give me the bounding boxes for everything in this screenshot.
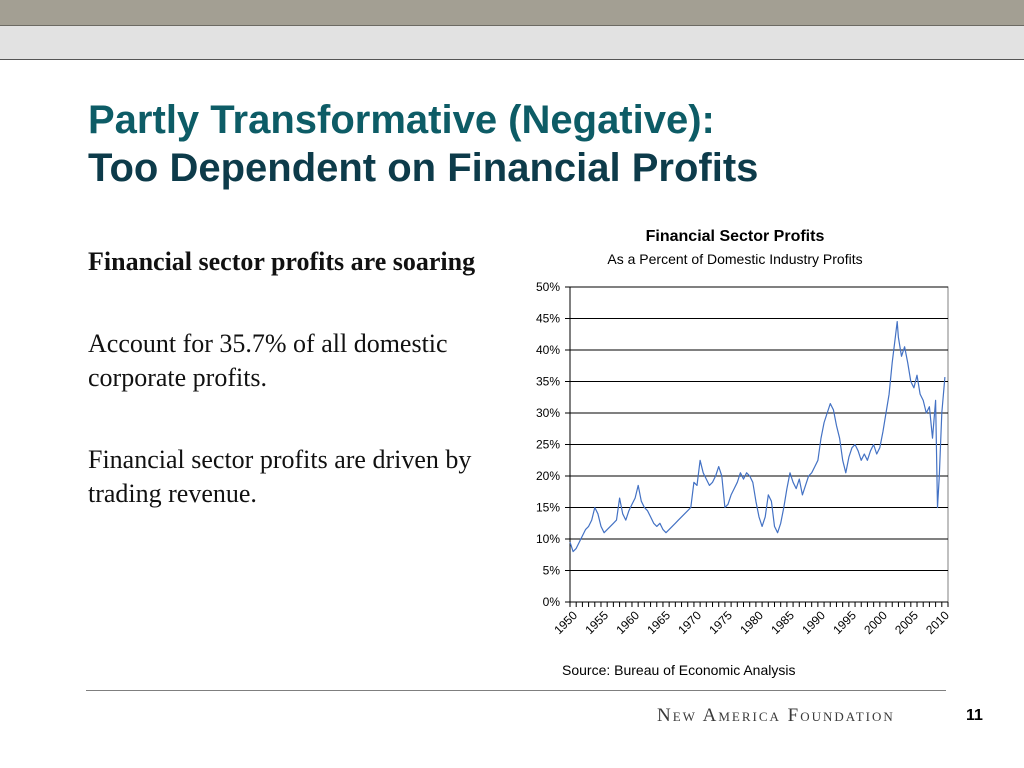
series-line xyxy=(569,320,946,553)
x-tick-label: 1955 xyxy=(582,608,611,637)
y-tick-label: 5% xyxy=(543,564,561,578)
top-banner-dark xyxy=(0,0,1024,26)
top-banner-light xyxy=(0,26,1024,60)
x-tick-label: 1995 xyxy=(830,608,859,637)
x-tick-label: 1960 xyxy=(613,608,642,637)
x-tick-label: 1950 xyxy=(551,608,580,637)
y-tick-label: 20% xyxy=(536,469,560,483)
body-text: Financial sector profits are soaring Acc… xyxy=(88,245,498,559)
slide-title: Partly Transformative (Negative): Too De… xyxy=(88,96,758,192)
chart-title: Financial Sector Profits xyxy=(645,228,825,245)
footer-divider xyxy=(86,690,946,691)
x-tick-label: 1970 xyxy=(675,608,704,637)
body-heading: Financial sector profits are soaring xyxy=(88,247,476,276)
new-america-foundation-logo: New America Foundation xyxy=(657,705,895,726)
x-tick-label: 1965 xyxy=(644,608,673,637)
x-tick-label: 2005 xyxy=(892,608,921,637)
chart-subtitle: As a Percent of Domestic Industry Profit… xyxy=(607,251,863,267)
y-tick-label: 45% xyxy=(536,312,560,326)
y-tick-label: 50% xyxy=(536,280,560,294)
y-tick-label: 0% xyxy=(543,595,561,609)
y-tick-label: 25% xyxy=(536,438,560,452)
body-paragraph-2: Financial sector profits are driven by t… xyxy=(88,445,472,508)
body-paragraph-1: Account for 35.7% of all domestic corpor… xyxy=(88,329,448,392)
chart-source: Source: Bureau of Economic Analysis xyxy=(562,662,796,678)
x-tick-label: 1975 xyxy=(706,608,735,637)
x-tick-label: 2010 xyxy=(923,608,952,637)
slide-title-line2: Too Dependent on Financial Profits xyxy=(88,146,759,190)
page-number: 11 xyxy=(966,707,983,724)
x-tick-label: 1980 xyxy=(737,608,766,637)
x-tick-label: 1990 xyxy=(799,608,828,637)
y-tick-label: 10% xyxy=(536,532,560,546)
x-tick-label: 2000 xyxy=(861,608,890,637)
x-tick-label: 1985 xyxy=(768,608,797,637)
y-tick-label: 30% xyxy=(536,406,560,420)
y-tick-label: 15% xyxy=(536,501,560,515)
y-tick-label: 40% xyxy=(536,343,560,357)
line-chart: 0%5%10%15%20%25%30%35%40%45%50%1950 1955 1… xyxy=(536,280,952,637)
y-tick-label: 35% xyxy=(536,375,560,389)
slide-title-line1: Partly Transformative (Negative): xyxy=(88,98,715,142)
